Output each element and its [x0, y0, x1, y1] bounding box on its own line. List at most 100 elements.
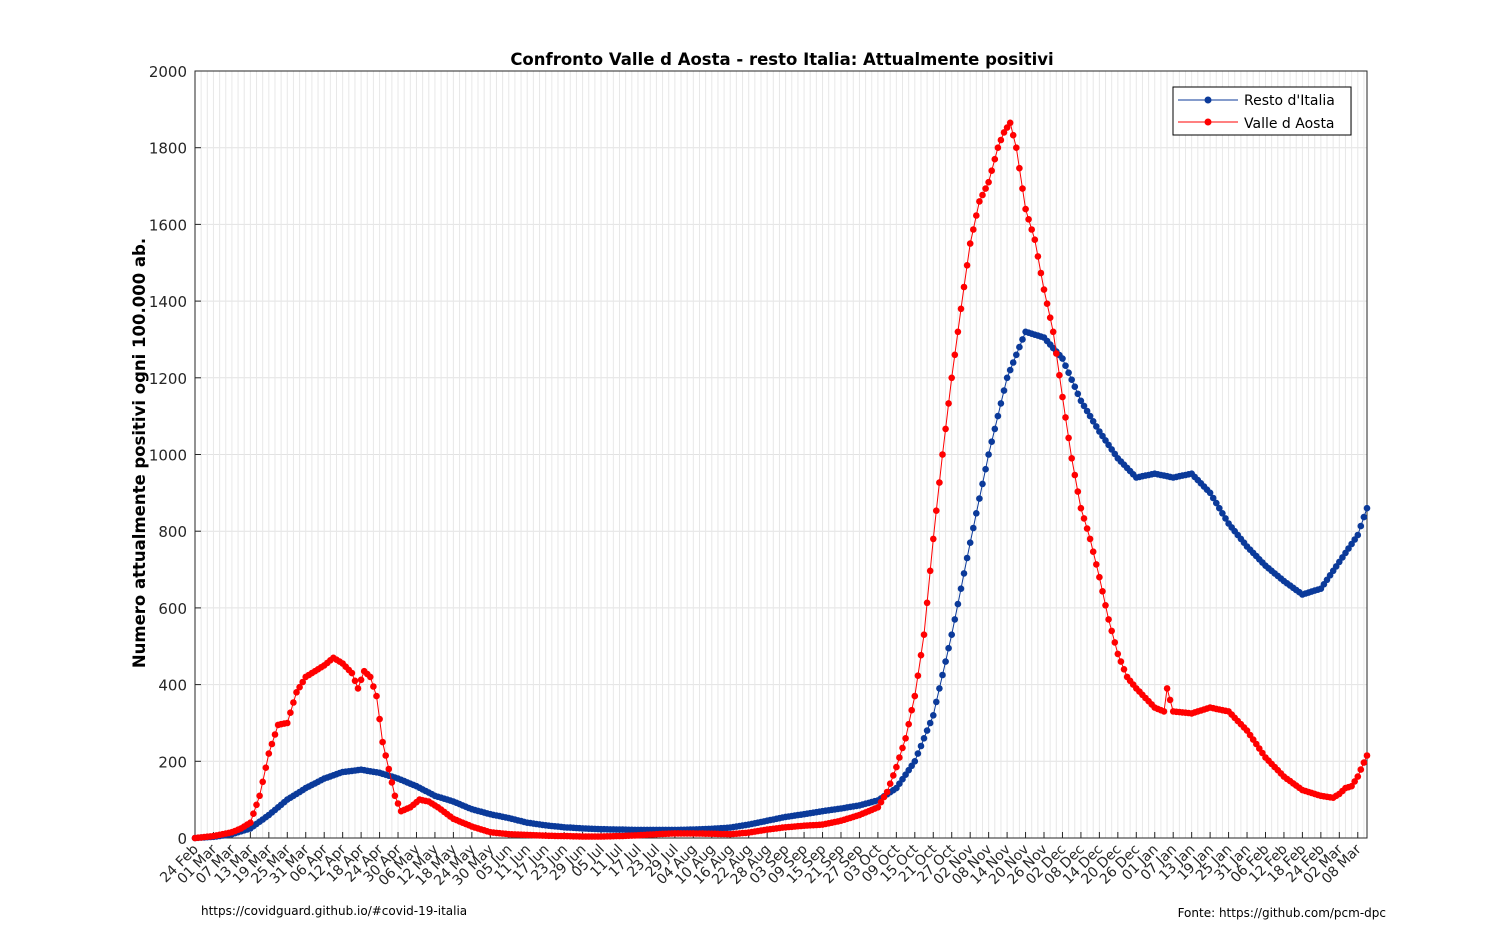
- data-point: [957, 305, 965, 313]
- data-point: [1034, 253, 1042, 260]
- data-point: [1219, 510, 1226, 517]
- data-point: [966, 240, 974, 247]
- data-point: [930, 712, 937, 719]
- data-point: [357, 676, 365, 684]
- data-point: [1006, 119, 1014, 127]
- data-point: [1065, 434, 1072, 442]
- data-point: [1160, 708, 1168, 715]
- y-tick-label: 600: [158, 600, 187, 618]
- data-point: [256, 792, 263, 800]
- data-point: [1105, 616, 1112, 623]
- data-point: [1031, 236, 1039, 243]
- data-point: [914, 672, 922, 679]
- data-point: [917, 742, 925, 750]
- data-point: [253, 801, 260, 809]
- data-point: [351, 677, 359, 685]
- data-point: [271, 731, 279, 738]
- data-point: [1363, 504, 1371, 512]
- data-point: [982, 185, 989, 192]
- data-point: [991, 155, 999, 163]
- data-point: [1013, 351, 1020, 359]
- data-point: [1016, 343, 1023, 351]
- data-point: [1108, 627, 1115, 635]
- data-point: [951, 616, 959, 623]
- data-point: [963, 262, 971, 269]
- data-point: [1062, 362, 1069, 370]
- data-point: [1003, 374, 1011, 382]
- footer-data-source: Fonte: https://github.com/pcm-dpc: [1177, 906, 1386, 920]
- data-point: [373, 692, 380, 700]
- y-tick-label: 1800: [149, 140, 187, 158]
- y-tick-label: 1000: [149, 447, 187, 465]
- data-point: [1083, 525, 1091, 532]
- data-point: [902, 735, 909, 742]
- data-point: [982, 465, 989, 473]
- data-point: [960, 570, 968, 577]
- data-point: [1062, 414, 1069, 421]
- data-point: [1120, 666, 1128, 673]
- data-point: [262, 764, 270, 771]
- data-point: [970, 524, 977, 532]
- data-point: [899, 744, 906, 752]
- data-point: [293, 689, 300, 696]
- data-point: [979, 480, 986, 488]
- data-point: [1046, 314, 1054, 322]
- data-point: [1093, 561, 1100, 568]
- data-point: [936, 479, 943, 486]
- data-point: [1086, 535, 1094, 543]
- data-point: [985, 451, 992, 458]
- data-point: [976, 198, 983, 205]
- data-point: [948, 631, 955, 638]
- data-point: [1354, 773, 1362, 780]
- legend-label-resto: Resto d'Italia: [1244, 93, 1335, 109]
- data-point: [945, 644, 952, 652]
- y-tick-label: 1400: [149, 293, 187, 311]
- data-point: [908, 706, 915, 714]
- data-point: [1049, 328, 1057, 336]
- data-point: [890, 772, 897, 779]
- y-tick-label: 1600: [149, 216, 187, 234]
- data-point: [385, 765, 393, 773]
- data-point: [886, 780, 894, 787]
- data-point: [1206, 489, 1214, 497]
- data-point: [923, 727, 931, 734]
- data-point: [960, 283, 968, 291]
- legend-marker-valle: [1204, 118, 1212, 126]
- data-point: [394, 800, 402, 807]
- data-point: [1213, 499, 1220, 507]
- data-point: [979, 191, 986, 199]
- y-tick-label: 2000: [149, 63, 187, 81]
- data-point: [920, 631, 928, 638]
- data-point: [1089, 548, 1097, 555]
- data-point: [1003, 124, 1011, 131]
- data-point: [991, 425, 999, 433]
- data-point: [1096, 573, 1103, 581]
- data-point: [926, 567, 934, 575]
- data-point: [951, 351, 959, 359]
- data-point: [923, 599, 931, 607]
- data-point: [954, 328, 962, 336]
- y-tick-label: 200: [158, 753, 187, 771]
- data-point: [933, 507, 940, 514]
- data-point: [997, 400, 1005, 407]
- data-point: [1357, 766, 1365, 773]
- legend-box: [1172, 86, 1352, 136]
- data-point: [874, 804, 882, 811]
- data-point: [1086, 412, 1094, 420]
- data-point: [883, 788, 891, 796]
- data-point: [354, 685, 362, 692]
- data-point: [1009, 359, 1017, 366]
- data-point: [1028, 226, 1035, 233]
- data-point: [284, 719, 291, 727]
- data-point: [1114, 650, 1122, 658]
- data-point: [1043, 300, 1051, 308]
- series-1: [191, 119, 1371, 842]
- data-point: [942, 658, 949, 665]
- y-tick-label: 400: [158, 677, 187, 695]
- data-point: [973, 212, 980, 219]
- data-point: [1102, 602, 1109, 609]
- data-point: [948, 374, 955, 382]
- data-point: [877, 798, 885, 806]
- data-point: [997, 136, 1005, 144]
- data-point: [930, 535, 937, 543]
